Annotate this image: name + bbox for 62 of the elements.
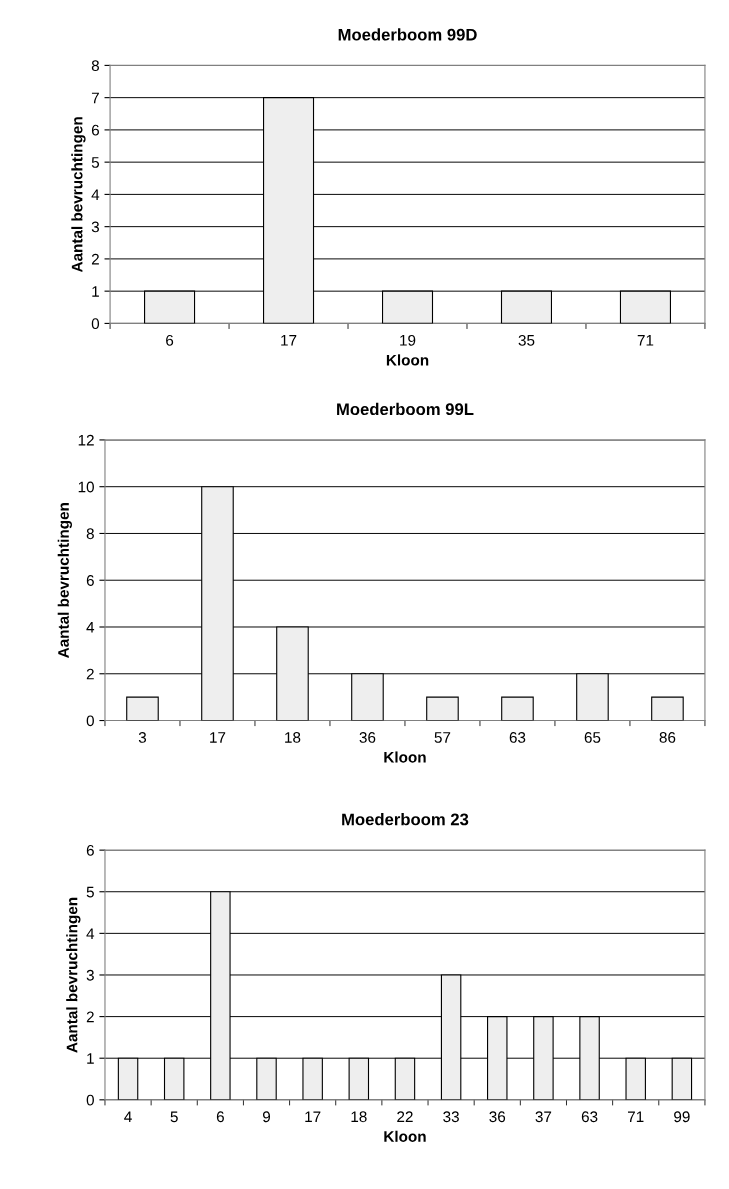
x-tick-label: 3: [138, 732, 147, 743]
x-tick-label: 17: [210, 732, 226, 743]
bar: [501, 696, 534, 721]
x-tick-label: 6: [216, 1111, 224, 1123]
x-tick-label: 37: [535, 1111, 552, 1123]
x-axis-title: Kloon: [384, 1130, 426, 1142]
x-tick-label: 99: [674, 1111, 690, 1123]
chart-title: Moederboom 99L: [337, 402, 474, 416]
bar: [126, 696, 159, 721]
x-tick-label: 4: [124, 1111, 132, 1123]
y-tick-label: 3: [91, 221, 99, 233]
y-tick-label: 1: [92, 286, 99, 297]
y-tick-label: 2: [86, 1011, 94, 1023]
y-tick-label: 6: [86, 845, 94, 856]
x-tick-label: 18: [285, 732, 301, 743]
x-axis-title: Kloon: [384, 751, 426, 763]
x-tick-label: 35: [518, 334, 535, 346]
y-tick-label: 2: [86, 668, 94, 680]
y-tick-label: 4: [86, 622, 95, 633]
x-tick-label: 6: [166, 334, 174, 346]
y-axis-title: Aantal bevruchtingen: [66, 897, 81, 1053]
x-tick-label: 65: [584, 732, 601, 743]
y-tick-label: 10: [78, 481, 94, 493]
x-tick-label: 33: [443, 1111, 459, 1123]
y-axis-title: Aantal bevruchtingen: [57, 503, 73, 658]
y-tick-label: 3: [86, 969, 94, 981]
x-tick-label: 86: [659, 732, 676, 743]
y-tick-label: 4: [91, 189, 100, 200]
y-tick-label: 2: [91, 253, 99, 265]
x-tick-label: 9: [262, 1111, 271, 1123]
bar: [426, 696, 459, 721]
x-tick-label: 63: [581, 1111, 598, 1123]
y-axis-title: Aantal bevruchtingen: [71, 117, 86, 273]
y-tick-label: 6: [91, 124, 99, 136]
bar: [651, 696, 684, 721]
y-tick-label: 0: [86, 1094, 94, 1106]
y-tick-label: 6: [86, 575, 94, 586]
x-tick-label: 5: [170, 1111, 178, 1123]
x-tick-label: 36: [359, 732, 376, 743]
y-tick-label: 8: [86, 528, 94, 540]
y-tick-label: 7: [91, 92, 99, 104]
x-tick-label: 63: [509, 732, 526, 743]
x-tick-label: 19: [400, 334, 416, 346]
y-tick-label: 0: [86, 715, 94, 727]
chart-title: Moederboom 23: [342, 813, 469, 826]
y-tick-label: 4: [86, 928, 95, 939]
x-tick-label: 71: [628, 1111, 644, 1123]
y-tick-label: 1: [87, 1053, 94, 1064]
x-tick-label: 18: [351, 1111, 367, 1123]
y-tick-label: 8: [91, 60, 99, 72]
x-axis-title: Kloon: [386, 354, 429, 366]
y-tick-label: 12: [78, 434, 94, 446]
y-tick-label: 0: [91, 318, 100, 330]
x-tick-label: 17: [281, 335, 297, 346]
x-tick-label: 22: [397, 1111, 413, 1123]
y-tick-label: 5: [91, 157, 100, 168]
x-tick-label: 36: [489, 1111, 506, 1123]
x-tick-label: 71: [637, 335, 654, 346]
y-tick-label: 5: [86, 886, 94, 898]
x-tick-label: 17: [305, 1111, 321, 1123]
x-tick-label: 57: [434, 732, 451, 743]
chart-title: Moederboom 99D: [338, 28, 477, 41]
